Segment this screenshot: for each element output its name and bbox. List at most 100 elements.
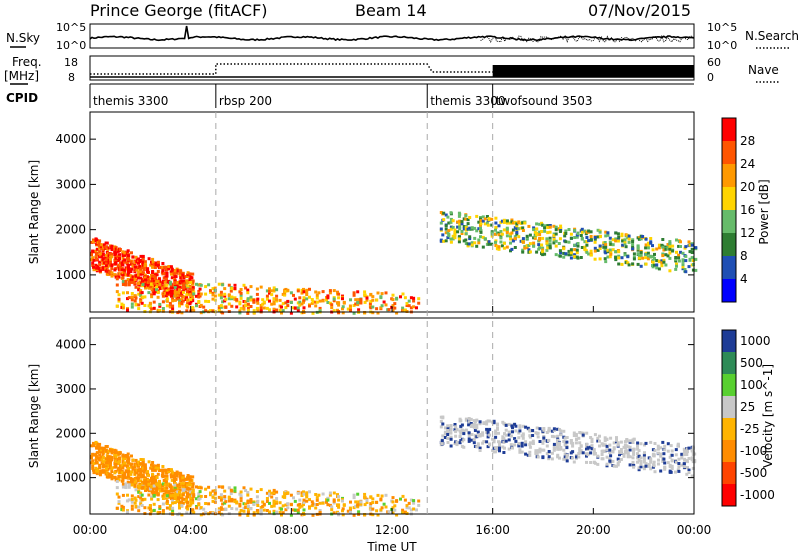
heatmap-cell	[441, 233, 445, 237]
heatmap-cell	[337, 513, 341, 517]
heatmap-cell	[500, 232, 504, 236]
heatmap-cell	[449, 227, 453, 231]
heatmap-cell	[176, 269, 180, 273]
heatmap-cell	[230, 507, 234, 510]
heatmap-cell	[558, 254, 562, 258]
heatmap-cell	[391, 304, 395, 308]
heatmap-cell	[504, 439, 508, 443]
heatmap-cell	[168, 305, 172, 309]
heatmap-cell	[153, 284, 157, 288]
heatmap-cell	[148, 305, 152, 309]
heatmap-cell	[538, 450, 542, 454]
heatmap-cell	[90, 253, 93, 257]
heatmap-cell	[283, 495, 287, 499]
heatmap-cell	[552, 442, 556, 446]
heatmap-cell	[499, 240, 503, 244]
heatmap-cell	[154, 263, 158, 267]
heatmap-cell	[223, 489, 227, 493]
heatmap-cell	[101, 469, 105, 473]
colorbar-swatch	[722, 396, 736, 418]
heatmap-cell	[173, 290, 177, 293]
y-tick-label: 4000	[55, 132, 86, 146]
heatmap-cell	[605, 444, 609, 448]
heatmap-cell	[281, 504, 285, 508]
heatmap-cell	[479, 226, 482, 230]
heatmap-cell	[127, 472, 130, 476]
heatmap-cell	[133, 501, 137, 505]
heatmap-cell	[528, 450, 532, 454]
heatmap-cell	[117, 478, 121, 482]
heatmap-cell	[165, 304, 169, 308]
heatmap-cell	[473, 420, 477, 424]
heatmap-cell	[670, 458, 674, 462]
heatmap-cell	[666, 254, 670, 258]
heatmap-cell	[626, 255, 630, 259]
heatmap-cell	[631, 247, 635, 251]
heatmap-cell	[278, 308, 282, 312]
heatmap-cell	[580, 246, 584, 249]
heatmap-cell	[547, 438, 551, 442]
heatmap-cell	[621, 239, 625, 243]
heatmap-cell	[302, 296, 306, 300]
heatmap-cell	[407, 304, 411, 308]
heatmap-cell	[134, 498, 138, 502]
heatmap-cell	[150, 485, 154, 488]
heatmap-cell	[517, 227, 521, 231]
heatmap-cell	[504, 423, 508, 427]
heatmap-cell	[90, 444, 93, 448]
heatmap-cell	[302, 287, 305, 291]
heatmap-cell	[446, 424, 450, 428]
heatmap-cell	[92, 238, 95, 242]
heatmap-cell	[165, 499, 169, 503]
heatmap-cell	[131, 481, 135, 485]
heatmap-cell	[173, 482, 177, 485]
heatmap-cell	[94, 263, 98, 267]
heatmap-cell	[552, 427, 556, 431]
colorbar-tick-label: -25	[740, 422, 760, 436]
heatmap-cell	[513, 246, 517, 249]
heatmap-cell	[644, 464, 648, 468]
heatmap-cell	[144, 481, 147, 485]
heatmap-cell	[558, 230, 562, 233]
heatmap-cell	[272, 504, 276, 508]
heatmap-cell	[281, 309, 285, 313]
heatmap-cell	[603, 257, 607, 261]
heatmap-cell	[636, 460, 639, 464]
heatmap-cell	[457, 235, 461, 239]
heatmap-cell	[359, 502, 363, 506]
heatmap-cell	[126, 297, 129, 301]
heatmap-cell	[462, 227, 466, 231]
heatmap-cell	[464, 238, 468, 242]
heatmap-cell	[268, 287, 271, 291]
heatmap-cell	[395, 296, 399, 300]
heatmap-cell	[666, 245, 670, 248]
heatmap-cell	[449, 444, 453, 448]
heatmap-cell	[141, 271, 145, 275]
heatmap-cell	[211, 293, 215, 297]
heatmap-cell	[550, 451, 554, 455]
heatmap-cell	[148, 507, 152, 511]
heatmap-cell	[365, 298, 369, 302]
heatmap-cell	[519, 239, 523, 243]
heatmap-cell	[272, 309, 276, 313]
heatmap-cell	[104, 459, 108, 463]
heatmap-cell	[687, 471, 691, 474]
heatmap-cell	[153, 477, 157, 481]
heatmap-cell	[384, 303, 388, 307]
heatmap-cell	[535, 452, 539, 456]
heatmap-cell	[468, 226, 472, 230]
heatmap-cell	[126, 499, 129, 503]
heatmap-cell	[168, 504, 172, 508]
heatmap-cell	[393, 306, 397, 310]
heatmap-cell	[661, 245, 665, 249]
heatmap-cell	[485, 221, 489, 225]
heatmap-cell	[186, 273, 190, 277]
heatmap-cell	[182, 491, 186, 494]
heatmap-cell	[686, 450, 689, 454]
heatmap-cell	[686, 466, 689, 470]
heatmap-cell	[652, 460, 656, 464]
heatmap-cell	[141, 460, 145, 464]
heatmap-cell	[617, 254, 621, 258]
heatmap-cell	[127, 280, 131, 284]
heatmap-cell	[579, 431, 583, 435]
